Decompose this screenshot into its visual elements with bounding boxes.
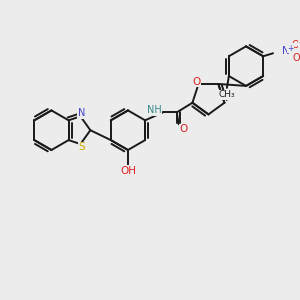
Text: S: S bbox=[78, 142, 85, 152]
Text: O: O bbox=[180, 124, 188, 134]
Text: -: - bbox=[298, 38, 300, 47]
Text: N: N bbox=[78, 108, 85, 118]
Text: OH: OH bbox=[120, 166, 136, 176]
Text: NH: NH bbox=[147, 105, 161, 116]
Text: O: O bbox=[192, 77, 201, 87]
Text: +: + bbox=[288, 44, 294, 53]
Text: N: N bbox=[282, 46, 290, 56]
Text: O: O bbox=[293, 53, 300, 63]
Text: CH₃: CH₃ bbox=[219, 90, 235, 99]
Text: O: O bbox=[291, 40, 298, 50]
